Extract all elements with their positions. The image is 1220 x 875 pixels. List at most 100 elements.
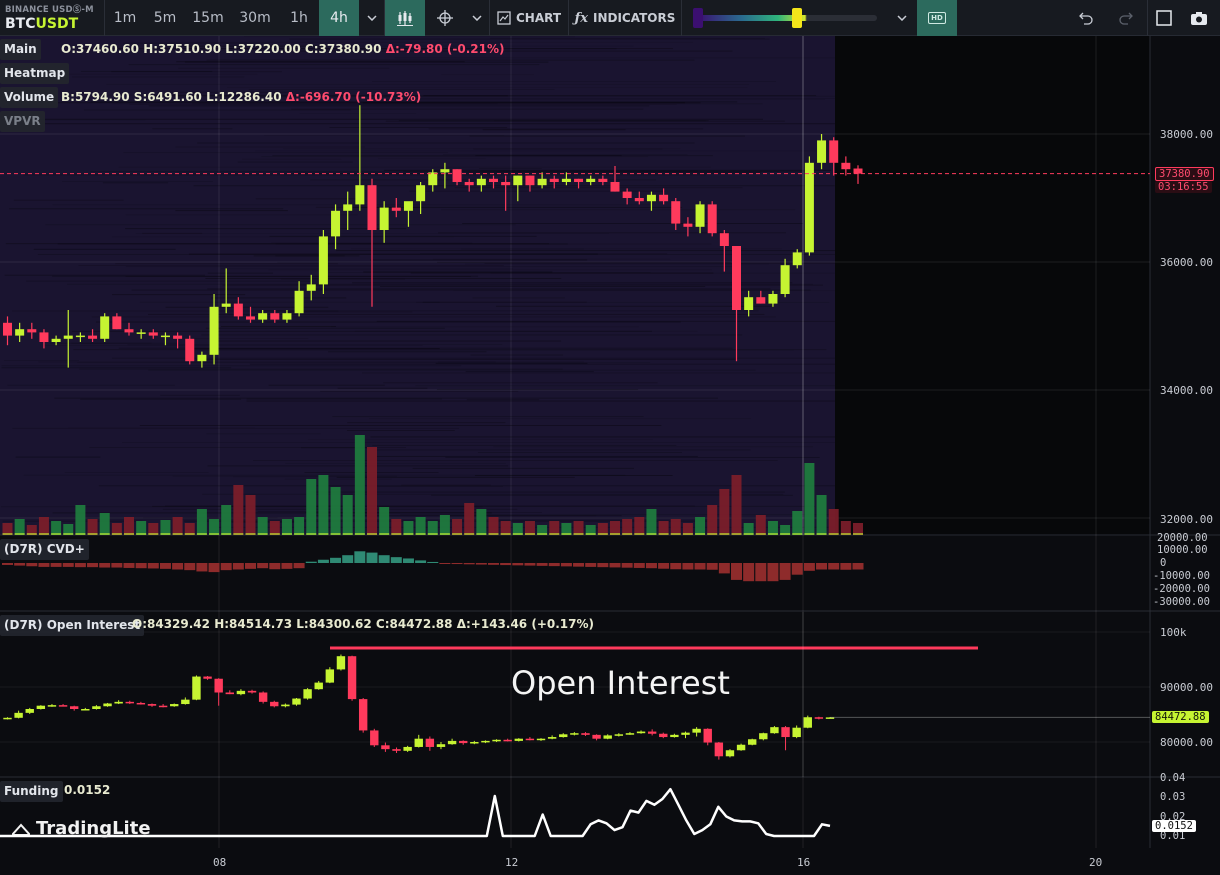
hd-toggle[interactable]: HD <box>917 0 957 36</box>
volume-base <box>148 533 159 535</box>
toolbar: BINANCE USDⓈ-M BTCUSDT 1m 5m 15m 30m 1h … <box>0 0 1220 36</box>
timeframe-15m[interactable]: 15m <box>192 10 224 26</box>
cvd-axis-label: -10000.00 <box>1153 570 1210 582</box>
oi-candle-body <box>403 746 412 751</box>
volume-bar <box>184 523 195 535</box>
funding-value: 0.0152 <box>64 783 111 797</box>
timeframe-1h[interactable]: 1h <box>290 10 308 26</box>
liquidity-streak <box>374 449 751 451</box>
heatmap-gradient-slider[interactable] <box>685 0 885 36</box>
liquidity-streak <box>268 384 385 386</box>
cvd-panel-label[interactable]: (D7R) CVD+ <box>0 539 89 560</box>
heatmap-label[interactable]: Heatmap <box>0 63 70 84</box>
volume-bar <box>695 517 706 535</box>
liquidity-streak <box>484 262 835 264</box>
oi-candle-body <box>736 744 746 751</box>
liquidity-streak <box>90 170 779 172</box>
liquidity-streak <box>420 253 668 255</box>
funding-last-value-tag: 0.0152 <box>1152 820 1196 832</box>
funding-panel-label[interactable]: Funding <box>0 781 63 802</box>
screenshot-button[interactable] <box>1182 0 1216 36</box>
liquidity-streak <box>465 371 594 373</box>
oi-panel-label[interactable]: (D7R) Open Interest <box>0 615 145 636</box>
cvd-bar <box>87 563 99 568</box>
oi-candle-body <box>803 717 812 728</box>
oi-candle-body <box>770 727 779 734</box>
timeframe-4h[interactable]: 4h <box>319 0 359 36</box>
cvd-bar <box>828 563 840 570</box>
liquidity-streak <box>442 154 688 156</box>
cvd-bar <box>779 563 791 580</box>
oi-candle-body <box>747 739 757 745</box>
oi-ohlc: O:84329.42 H:84514.73 L:84300.62 C:84472… <box>132 614 594 635</box>
price-candle-body <box>270 313 280 320</box>
vpvr-label[interactable]: VPVR <box>0 111 45 132</box>
volume-base <box>719 533 730 535</box>
crosshair-button[interactable] <box>425 0 465 36</box>
timeframe-dropdown[interactable] <box>360 0 384 36</box>
volume-buy: B:5794.90 <box>61 90 130 104</box>
main-panel-label[interactable]: Main <box>0 39 41 60</box>
oi-candle-body <box>425 738 435 747</box>
oi-candle-body <box>181 699 190 705</box>
price-candle-body <box>683 223 693 227</box>
volume-label[interactable]: Volume <box>0 87 59 108</box>
chart-type-button[interactable] <box>385 0 425 36</box>
price-candle-body <box>416 185 426 202</box>
price-candle-body <box>817 140 827 163</box>
chart-button[interactable]: CHART <box>491 0 567 36</box>
cvd-bar <box>135 563 147 569</box>
volume-base <box>464 533 475 535</box>
timeframe-30m[interactable]: 30m <box>239 10 271 26</box>
liquidity-streak <box>45 224 516 226</box>
volume-bar <box>63 524 74 535</box>
liquidity-streak <box>160 394 240 396</box>
liquidity-streak <box>397 97 835 99</box>
liquidity-streak <box>352 282 793 284</box>
main-ohlc: O:37460.60 H:37510.90 L:37220.00 C:37380… <box>61 39 504 60</box>
volume-bar <box>585 525 596 535</box>
liquidity-streak <box>272 155 713 157</box>
fullscreen-button[interactable] <box>1148 0 1180 36</box>
price-candle-body <box>112 316 122 330</box>
liquidity-streak <box>384 169 832 171</box>
price-axis-label: 34000.00 <box>1160 384 1213 397</box>
redo-button[interactable] <box>1110 0 1142 36</box>
cvd-bar <box>488 563 499 565</box>
price-candle-body <box>258 313 268 320</box>
volume-base <box>51 533 62 535</box>
volume-bar <box>634 517 645 535</box>
price-candle-body <box>27 329 37 333</box>
volume-base <box>853 533 863 535</box>
liquidity-streak <box>0 506 325 508</box>
liquidity-streak <box>2 520 143 522</box>
timeframe-1m[interactable]: 1m <box>113 10 137 26</box>
main-close: C:37380.90 <box>304 42 382 56</box>
liquidity-streak <box>394 57 835 59</box>
price-candle-body <box>695 204 705 227</box>
cvd-bar <box>220 563 232 571</box>
indicators-button[interactable]: ƒx INDICATORS <box>570 0 680 36</box>
timeframe-5m[interactable]: 5m <box>153 10 177 26</box>
symbol-selector[interactable]: BINANCE USDⓈ-M BTCUSDT <box>5 3 105 33</box>
volume-base <box>184 533 195 535</box>
liquidity-streak <box>415 385 835 387</box>
chart-canvas[interactable] <box>0 36 1220 875</box>
volume-bar <box>330 487 341 535</box>
volume-bar <box>561 523 572 535</box>
oi-candle-body <box>703 728 712 743</box>
volume-bar <box>682 523 693 535</box>
liquidity-streak <box>280 278 405 280</box>
cvd-bar <box>439 563 451 564</box>
volume-base <box>524 533 535 535</box>
heatmap-dropdown[interactable] <box>890 0 914 36</box>
cvd-bar <box>269 563 281 570</box>
cvd-bar <box>317 559 329 563</box>
liquidity-streak <box>188 253 598 255</box>
cvd-bar <box>621 563 633 568</box>
crosshair-dropdown[interactable] <box>465 0 489 36</box>
liquidity-streak <box>207 272 274 274</box>
price-candle-body <box>707 204 717 234</box>
cvd-bar <box>415 560 427 563</box>
undo-button[interactable] <box>1070 0 1102 36</box>
